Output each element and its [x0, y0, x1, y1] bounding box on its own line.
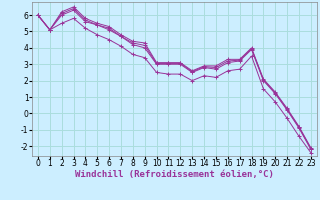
X-axis label: Windchill (Refroidissement éolien,°C): Windchill (Refroidissement éolien,°C) [75, 170, 274, 179]
